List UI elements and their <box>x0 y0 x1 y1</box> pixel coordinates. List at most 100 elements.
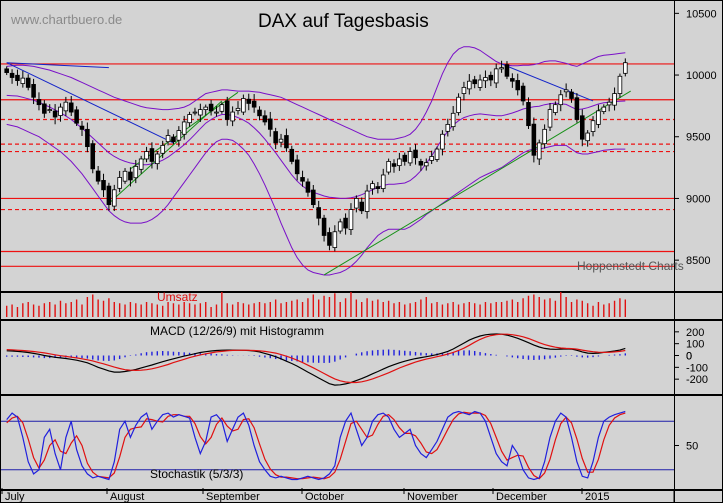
price-tick-label: 9000 <box>686 193 710 205</box>
candle-body <box>359 201 365 212</box>
candle-body <box>257 109 262 117</box>
candle-body <box>434 148 440 160</box>
candle-body <box>407 151 413 164</box>
candle-body <box>574 97 580 120</box>
candle-body <box>187 114 192 124</box>
candle-body <box>138 158 144 170</box>
candle-body <box>391 163 397 167</box>
candle-body <box>370 183 375 190</box>
candle-body <box>85 128 90 148</box>
candle-body <box>354 198 359 209</box>
candle-body <box>111 189 117 207</box>
candle-body <box>413 149 418 159</box>
candle-body <box>176 130 182 141</box>
macd-tick-label: -100 <box>686 362 708 374</box>
downtrend-top-line <box>6 62 109 69</box>
candle-body <box>526 102 531 127</box>
candle-body <box>493 68 499 84</box>
candle-body <box>477 79 483 88</box>
candle-body <box>155 153 160 165</box>
candle-body <box>461 86 467 94</box>
candle-body <box>300 177 305 182</box>
candle-body <box>601 106 607 112</box>
candle-body <box>267 118 273 130</box>
candle-body <box>445 124 451 132</box>
macd-series <box>5 333 627 386</box>
macd-tick-label: 0 <box>686 351 692 363</box>
candle-body <box>284 135 289 149</box>
candle-body <box>278 138 284 143</box>
candle-body <box>499 67 504 70</box>
macd-tick-label: -200 <box>686 374 708 386</box>
month-label: November <box>407 491 458 503</box>
month-label: 2015 <box>585 491 609 503</box>
candle-body <box>181 121 187 135</box>
candle-body <box>241 98 246 113</box>
macd-tick-label: 0 <box>686 351 692 363</box>
candle-body <box>68 102 74 113</box>
candle-body <box>348 209 354 230</box>
bollinger-middle <box>6 94 626 199</box>
candle-body <box>327 232 332 246</box>
candle-body <box>144 151 149 160</box>
candle-body <box>20 77 26 84</box>
axis-ticks: 10500100009500900085002001000-100-200050… <box>1 8 717 503</box>
candle-body <box>364 190 370 212</box>
candle-body <box>251 100 257 108</box>
candle-body <box>558 94 564 106</box>
stochastic-tick-label: 50 <box>686 441 698 453</box>
panel-3 <box>0 395 723 490</box>
month-label: August <box>110 491 144 503</box>
source-credit: Hoppenstedt Charts <box>577 259 684 273</box>
macd-label: MACD (12/26/9) mit Histogramm <box>150 324 324 338</box>
candle-body <box>42 103 47 114</box>
candle-body <box>95 170 101 182</box>
price-tick-label: 10500 <box>686 8 717 20</box>
candle-body <box>547 109 553 128</box>
candle-body <box>397 158 402 167</box>
bollinger-upper <box>6 46 626 140</box>
candle-body <box>160 144 165 154</box>
candle-body <box>52 110 58 118</box>
candle-body <box>101 180 106 191</box>
candle-body <box>337 221 343 232</box>
candle-body <box>536 142 542 160</box>
candle-body <box>58 106 63 116</box>
candle-body <box>623 62 628 74</box>
candle-body <box>488 74 494 81</box>
candle-body <box>456 96 461 113</box>
month-label: September <box>206 491 260 503</box>
macd-tick-label: 200 <box>686 327 704 339</box>
candle-body <box>224 100 230 120</box>
candle-body <box>510 78 515 82</box>
candle-body <box>429 156 434 161</box>
macd-line <box>6 333 626 386</box>
candle-body <box>343 217 348 229</box>
candle-body <box>520 85 526 102</box>
candle-body <box>553 104 558 113</box>
candle-body <box>192 111 198 114</box>
candle-body <box>332 231 338 248</box>
candle-body <box>612 93 617 106</box>
candle-body <box>15 74 20 81</box>
candle-body <box>617 75 623 94</box>
uptrend-channel-lower <box>108 100 223 204</box>
candle-body <box>171 136 176 143</box>
bollinger-bands <box>6 46 626 276</box>
candle-body <box>596 110 601 125</box>
candle-body <box>90 143 96 170</box>
volume-label: Umsatz <box>157 290 198 304</box>
candle-body <box>262 115 268 123</box>
candle-body <box>235 107 241 111</box>
signal-line <box>6 333 626 384</box>
candle-body <box>106 185 112 206</box>
candle-body <box>316 207 321 219</box>
candle-body <box>579 115 585 140</box>
price-tick-label: 9500 <box>686 132 710 144</box>
candle-body <box>585 132 590 142</box>
month-label: December <box>496 491 547 503</box>
candle-body <box>79 125 85 130</box>
candle-body <box>47 109 53 111</box>
chart-title: DAX auf Tagesbasis <box>258 11 429 32</box>
